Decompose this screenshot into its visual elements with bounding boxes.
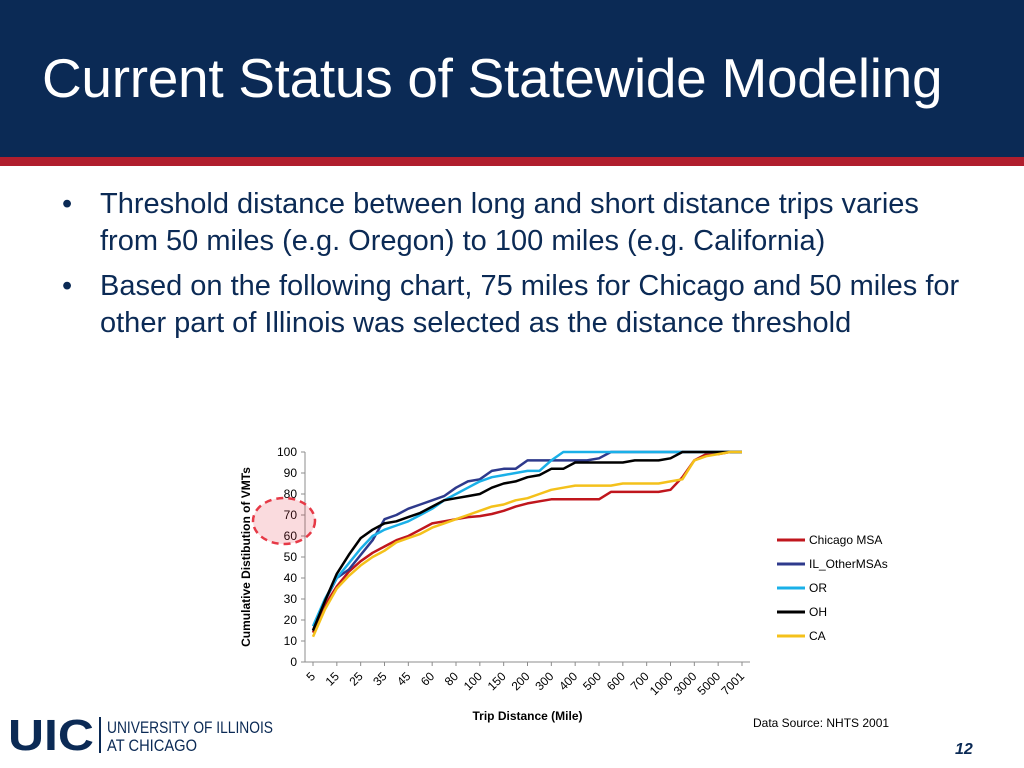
y-tick-label: 100	[277, 445, 297, 459]
logo-line-1: UNIVERSITY OF ILLINOIS	[107, 718, 273, 737]
x-axis-label: Trip Distance (Mile)	[472, 709, 582, 723]
uic-logo: UIC UNIVERSITY OF ILLINOIS AT CHICAGO	[8, 712, 273, 758]
bullet-item: • Threshold distance between long and sh…	[60, 186, 960, 260]
x-tick-label: 400	[556, 669, 580, 693]
logo-divider	[99, 717, 101, 753]
x-tick-label: 100	[461, 669, 485, 693]
legend-entry-label: CA	[809, 629, 826, 643]
legend-entry-label: OH	[809, 605, 827, 619]
y-tick-label: 0	[290, 655, 297, 669]
title-underline	[0, 157, 1024, 166]
x-tick-label: 600	[604, 669, 628, 693]
bullet-item: • Based on the following chart, 75 miles…	[60, 268, 960, 342]
x-tick-label: 200	[509, 669, 533, 693]
slide-title: Current Status of Statewide Modeling	[42, 47, 943, 109]
threshold-highlight-circle	[251, 496, 317, 546]
series-line-or	[311, 450, 742, 627]
bullet-text: Threshold distance between long and shor…	[100, 188, 919, 257]
data-source-note: Data Source: NHTS 2001	[753, 716, 890, 730]
bullet-icon: •	[62, 188, 73, 220]
y-tick-label: 40	[284, 571, 298, 585]
y-tick-label: 20	[284, 613, 298, 627]
x-tick-label: 15	[323, 669, 343, 689]
x-axis-ticks: 5 15 25 35 45 60 80 100 150 200 300 400 500 600 700100…	[303, 662, 747, 698]
x-tick-label: 300	[532, 669, 556, 693]
y-tick-label: 60	[284, 529, 298, 543]
x-tick-label: 60	[418, 669, 438, 689]
x-tick-label: 3000	[671, 669, 700, 698]
y-axis-label: Cumulative Distibution of VMTs	[239, 467, 253, 647]
y-tick-label: 90	[284, 466, 298, 480]
x-tick-label: 80	[442, 669, 462, 689]
legend-entry-label: OR	[809, 581, 827, 595]
y-axis-ticks: 0 10 20 30 40 50 60 70 80 90 100	[277, 445, 305, 669]
x-tick-label: 5	[303, 669, 318, 684]
series-lines	[311, 450, 742, 638]
series-line-chicago-msa	[311, 450, 742, 634]
x-tick-label: 5000	[695, 669, 724, 698]
series-line-ca	[311, 450, 742, 638]
legend-entry-label: Chicago MSA	[809, 533, 882, 547]
bullet-text: Based on the following chart, 75 miles f…	[100, 270, 960, 339]
x-tick-label: 1000	[647, 669, 676, 698]
x-tick-label: 25	[346, 669, 366, 689]
x-tick-label: 7001	[718, 669, 747, 698]
bullet-list: • Threshold distance between long and sh…	[60, 186, 960, 350]
chart-axes	[304, 452, 750, 663]
y-tick-label: 80	[284, 487, 298, 501]
legend-entry-label: IL_OtherMSAs	[809, 557, 888, 571]
y-tick-label: 50	[284, 550, 298, 564]
series-line-oh	[311, 450, 742, 631]
page-number: 12	[955, 741, 973, 758]
logo-line-2: AT CHICAGO	[107, 736, 197, 755]
title-bar: Current Status of Statewide Modeling	[0, 0, 1024, 157]
x-tick-label: 35	[370, 669, 390, 689]
chart-legend: Chicago MSA IL_OtherMSAs OR OH CA	[777, 533, 888, 643]
bullet-icon: •	[62, 270, 73, 302]
y-tick-label: 10	[284, 634, 298, 648]
series-line-il-othermsas	[311, 450, 742, 631]
x-tick-label: 150	[485, 669, 509, 693]
uic-logo-mark: UIC	[8, 712, 94, 758]
y-tick-label: 30	[284, 592, 298, 606]
x-tick-label: 500	[580, 669, 604, 693]
y-tick-label: 70	[284, 508, 298, 522]
x-tick-label: 45	[394, 669, 414, 689]
